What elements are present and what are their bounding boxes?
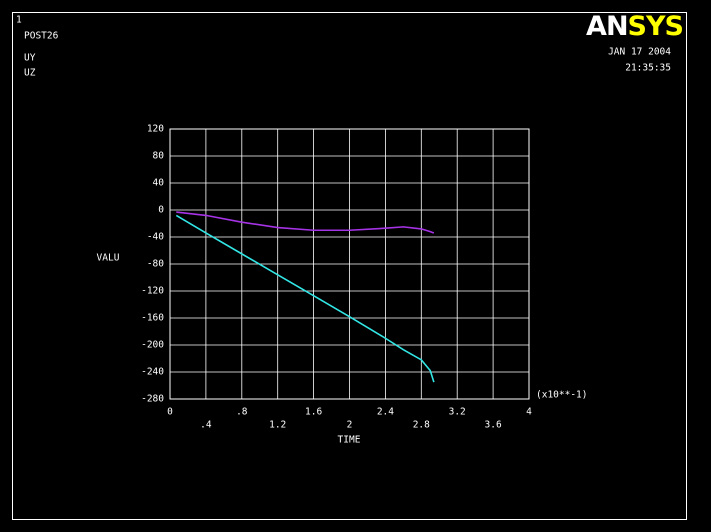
- logo-part: SYS: [628, 11, 683, 42]
- date: JAN 17 2004: [608, 47, 671, 58]
- x-tick-label: .8: [236, 407, 248, 418]
- x-tick-label: 4: [526, 407, 532, 418]
- y-tick-label: -160: [141, 313, 164, 324]
- x-tick-label: 3.2: [449, 407, 466, 418]
- chart-title: POST26: [24, 31, 59, 42]
- frame: [12, 12, 687, 520]
- y-tick-label: 0: [158, 205, 164, 216]
- x-tick-label: 2: [347, 420, 353, 431]
- y-tick-label: 80: [153, 151, 165, 162]
- y-tick-label: -80: [147, 259, 164, 270]
- y-tick-label: -280: [141, 394, 164, 405]
- y-tick-label: 120: [147, 124, 164, 135]
- series-line: [175, 214, 435, 383]
- y-axis-label: VALU: [97, 253, 120, 264]
- x-tick-label: 0: [167, 407, 173, 418]
- x-axis-label: TIME: [338, 435, 361, 446]
- x-tick-label: .4: [200, 420, 212, 431]
- y-tick-label: 40: [153, 178, 165, 189]
- x-tick-label: 1.6: [305, 407, 322, 418]
- x-tick-label: 2.4: [377, 407, 394, 418]
- series-line: [176, 211, 435, 234]
- x-tick-label: 2.8: [413, 420, 430, 431]
- legend-entry: UZ: [24, 68, 36, 79]
- y-tick-label: -240: [141, 367, 164, 378]
- time: 21:35:35: [625, 63, 671, 74]
- y-tick-label: -120: [141, 286, 164, 297]
- y-tick-label: -200: [141, 340, 164, 351]
- window-number: 1: [16, 15, 22, 26]
- x-scale-label: (x10**-1): [536, 390, 587, 401]
- y-tick-label: -40: [147, 232, 164, 243]
- x-tick-label: 1.2: [269, 420, 286, 431]
- logo: ANSYS: [586, 11, 683, 42]
- x-tick-label: 3.6: [485, 420, 502, 431]
- logo-part: AN: [586, 11, 628, 42]
- legend-entry: UY: [24, 53, 36, 64]
